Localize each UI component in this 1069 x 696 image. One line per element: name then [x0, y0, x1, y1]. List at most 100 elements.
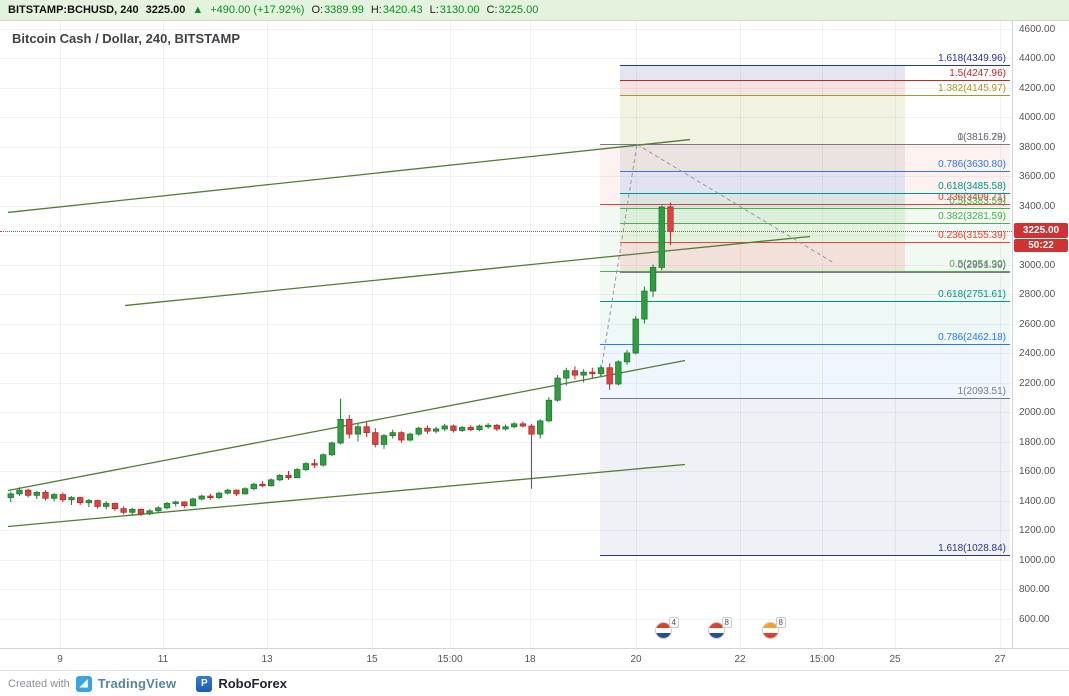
candle: [415, 427, 422, 435]
last-price-badge: 3225.00: [1014, 223, 1068, 239]
h-gridline: [0, 441, 1012, 443]
h-gridline: [0, 471, 1012, 472]
price-axis-label: 1200.00: [1019, 525, 1056, 536]
h-gridline: [0, 382, 1012, 384]
price-axis-label: 4000.00: [1019, 112, 1056, 123]
time-axis[interactable]: 9 11 13 15 15:00 18 20 22 15:00 25 27: [0, 648, 1069, 670]
candle: [571, 370, 579, 376]
candlestick-layer: [7, 138, 834, 528]
time-axis-label: 9: [57, 654, 63, 665]
fib-level-label: 0.786(2462.18): [938, 331, 1006, 343]
price-axis-label: 3000.00: [1019, 259, 1056, 271]
fib-band: [600, 343, 1010, 399]
price-axis[interactable]: 4600.00 4400.00 4200.00 4000.00 3800.00 3600.…: [1012, 21, 1069, 648]
tradingview-link[interactable]: TradingView: [97, 676, 177, 691]
fib-guide-dashed-line[interactable]: [636, 144, 834, 263]
fib-level-line[interactable]: [620, 95, 1010, 97]
symbol-label[interactable]: BITSTAMP:BCHUSD, 240: [8, 4, 139, 16]
candle: [380, 435, 388, 445]
roboforex-link[interactable]: RoboForex: [218, 676, 287, 691]
fib-level-line[interactable]: [620, 80, 1010, 82]
fib-band: [620, 207, 905, 223]
trend-line[interactable]: [7, 138, 691, 214]
fib-level-line[interactable]: [620, 241, 1010, 243]
price-axis-label: 3600.00: [1019, 171, 1056, 182]
fib-level-line[interactable]: [600, 301, 1010, 303]
candle: [77, 497, 84, 504]
candle: [372, 432, 379, 445]
fib-level-line[interactable]: [600, 555, 1010, 557]
fib-band: [620, 241, 905, 272]
h-gridline: [0, 205, 1012, 207]
candle: [7, 493, 14, 498]
fib-band: [620, 144, 905, 172]
candle: [233, 489, 240, 495]
fib-level-line[interactable]: [620, 171, 1010, 173]
candle: [181, 501, 188, 507]
event-marker[interactable]: 8: [762, 617, 786, 639]
price-axis-label: 2400.00: [1019, 348, 1056, 359]
event-count-badge: 8: [721, 617, 732, 628]
fib-level-label: 0(2951.39): [957, 259, 1006, 271]
fib-level-line[interactable]: [600, 398, 1010, 400]
up-arrow-icon: ▲: [192, 4, 204, 16]
fib-level-line[interactable]: [620, 65, 1010, 67]
candle: [493, 424, 500, 430]
price-axis-label: 2000.00: [1019, 407, 1056, 418]
event-marker[interactable]: 8: [708, 617, 732, 639]
event-marker[interactable]: 4: [655, 617, 679, 639]
candle: [172, 501, 179, 504]
fib-level-label: 0.382(3281.59): [938, 210, 1006, 222]
fib-guide-dashed-line[interactable]: [599, 144, 638, 378]
fib-level-line[interactable]: [620, 144, 1010, 146]
v-gridline: [740, 21, 741, 648]
fib-level-line[interactable]: [600, 343, 1010, 345]
time-axis-label: 25: [889, 654, 901, 665]
candle: [354, 426, 362, 435]
price-axis-label: 1400.00: [1019, 495, 1056, 507]
candle: [363, 426, 370, 434]
candle: [528, 425, 535, 435]
candle: [467, 427, 474, 431]
fib-level-line[interactable]: [600, 204, 1010, 206]
candle: [502, 426, 509, 430]
h-gridline: [0, 353, 1012, 354]
h-gridline: [0, 323, 1012, 325]
fib-band: [620, 95, 905, 145]
candle: [537, 420, 544, 435]
tradingview-logo-icon: ◢: [75, 675, 92, 692]
fib-band: [620, 65, 905, 81]
candle: [337, 418, 344, 444]
time-axis-label: 11: [157, 654, 169, 665]
fib-level-label: 0.786(3630.80): [938, 159, 1006, 171]
candle: [389, 432, 396, 436]
low-value: L: 3130.00: [429, 4, 480, 16]
price-axis-label: 3800.00: [1019, 141, 1056, 153]
fib-level-line[interactable]: [600, 271, 1010, 273]
time-axis-label: 15:00: [437, 654, 463, 665]
candle: [155, 507, 162, 512]
fib-level-line[interactable]: [620, 271, 1010, 273]
trend-line[interactable]: [124, 235, 811, 307]
h-gridline: [0, 589, 1012, 590]
candle: [129, 508, 136, 513]
time-axis-label: 15:00: [809, 654, 835, 665]
candle: [137, 508, 145, 515]
h-gridline: [0, 412, 1012, 413]
candle: [641, 290, 648, 320]
candle: [649, 267, 657, 292]
chart-plot[interactable]: Bitcoin Cash / Dollar, 240, BITSTAMP 0(3…: [0, 21, 1012, 648]
fib-level-line[interactable]: [620, 222, 1010, 224]
price-axis-label: 1000.00: [1019, 554, 1056, 566]
candle: [432, 428, 440, 432]
open-value: O: 3389.99: [311, 4, 364, 16]
h-gridline: [0, 87, 1012, 89]
trend-line[interactable]: [7, 463, 686, 528]
candle: [406, 433, 414, 441]
h-gridline: [0, 294, 1012, 295]
candle: [424, 427, 431, 432]
event-count-badge: 8: [775, 617, 786, 628]
fib-level-line[interactable]: [620, 192, 1010, 194]
fib-level-line[interactable]: [620, 207, 1010, 209]
candle: [597, 367, 605, 375]
